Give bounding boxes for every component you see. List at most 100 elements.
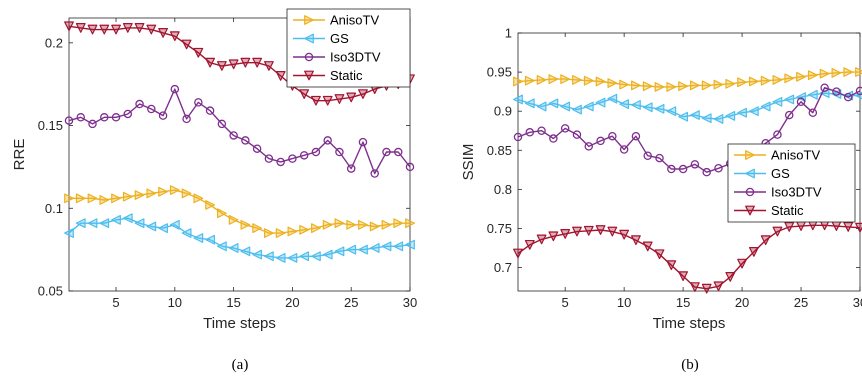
data-point — [111, 113, 121, 122]
legend-label: Static — [771, 203, 804, 218]
data-point — [583, 75, 594, 86]
data-point — [654, 82, 665, 92]
data-point — [784, 221, 795, 232]
data-point — [560, 124, 570, 133]
data-point — [311, 251, 321, 262]
panel-caption: (a) — [232, 357, 249, 373]
data-point — [713, 281, 724, 292]
data-point — [560, 101, 571, 112]
data-point — [358, 244, 368, 255]
data-point — [205, 200, 216, 210]
data-point — [831, 67, 842, 78]
data-point — [381, 219, 392, 230]
x-tick-label: 5 — [562, 295, 569, 310]
data-point — [525, 128, 535, 137]
legend-marker — [745, 205, 755, 216]
data-point — [193, 233, 204, 243]
data-point — [701, 80, 712, 91]
data-point — [288, 154, 297, 163]
data-point — [252, 249, 263, 260]
data-point — [405, 239, 415, 250]
data-point — [275, 253, 286, 263]
data-point — [205, 57, 216, 68]
data-point — [524, 75, 535, 86]
data-point — [772, 96, 783, 107]
data-point — [572, 75, 582, 85]
data-point — [631, 100, 641, 110]
legend-marker — [304, 15, 314, 25]
legend-marker — [304, 70, 314, 81]
y-axis-label: SSIM — [460, 144, 477, 181]
data-point — [548, 74, 559, 85]
data-point — [87, 24, 98, 35]
data-point — [135, 99, 144, 109]
panel-caption: (b) — [681, 357, 699, 373]
data-point — [748, 106, 759, 117]
data-point — [701, 113, 712, 124]
data-point — [643, 151, 652, 160]
series-line — [68, 88, 411, 175]
data-point — [252, 57, 263, 68]
x-tick-label: 30 — [853, 295, 862, 310]
data-point — [263, 251, 274, 262]
data-point — [122, 213, 133, 224]
data-point — [216, 241, 227, 252]
data-point — [393, 218, 404, 229]
data-point — [678, 271, 689, 282]
y-tick-label: 0.2 — [45, 35, 63, 50]
data-point — [595, 97, 606, 108]
legend-item-iso3dtv: Iso3DTV — [293, 50, 381, 65]
data-point — [134, 190, 145, 200]
data-point — [181, 188, 192, 199]
data-point — [536, 101, 547, 112]
data-point — [760, 235, 771, 246]
data-point — [146, 221, 157, 232]
data-point — [843, 221, 854, 232]
data-point — [88, 119, 97, 129]
data-point — [855, 222, 862, 233]
data-point — [654, 103, 665, 114]
x-axis-label: Time steps — [203, 315, 276, 332]
data-point — [689, 80, 700, 91]
data-point — [619, 229, 630, 240]
y-tick-label: 0.9 — [494, 104, 512, 119]
data-point — [252, 223, 263, 234]
legend-label: GS — [330, 31, 349, 46]
data-point — [181, 228, 192, 238]
legend-item-anisotv: AnisoTV — [293, 13, 379, 28]
data-point — [405, 218, 415, 229]
data-point — [560, 229, 571, 239]
legend-marker — [304, 52, 314, 62]
data-point — [666, 106, 677, 117]
data-point — [99, 24, 110, 35]
data-point — [217, 119, 227, 129]
data-point — [608, 131, 617, 141]
series-line — [69, 189, 410, 234]
y-tick-label: 1 — [505, 26, 512, 41]
data-point — [595, 225, 606, 235]
data-point — [666, 260, 677, 271]
data-point — [205, 106, 215, 115]
legend-item-gs: GS — [734, 166, 790, 181]
data-point — [322, 219, 333, 230]
series-line — [68, 217, 411, 259]
data-point — [642, 241, 653, 252]
data-point — [807, 89, 818, 100]
data-point — [228, 59, 239, 70]
data-point — [216, 208, 227, 219]
x-tick-label: 15 — [676, 295, 690, 310]
legend: AnisoTV GS Iso3DTV Static — [727, 143, 856, 223]
data-point — [193, 47, 204, 58]
data-point — [87, 193, 98, 204]
data-point — [572, 226, 582, 237]
data-point — [689, 110, 700, 120]
data-point — [241, 136, 250, 145]
data-point — [595, 76, 606, 87]
data-point — [346, 164, 356, 173]
data-point — [748, 76, 759, 87]
data-point — [832, 87, 841, 96]
data-point — [701, 283, 712, 294]
data-point — [714, 164, 723, 173]
data-point — [358, 89, 368, 100]
data-point — [584, 142, 594, 151]
